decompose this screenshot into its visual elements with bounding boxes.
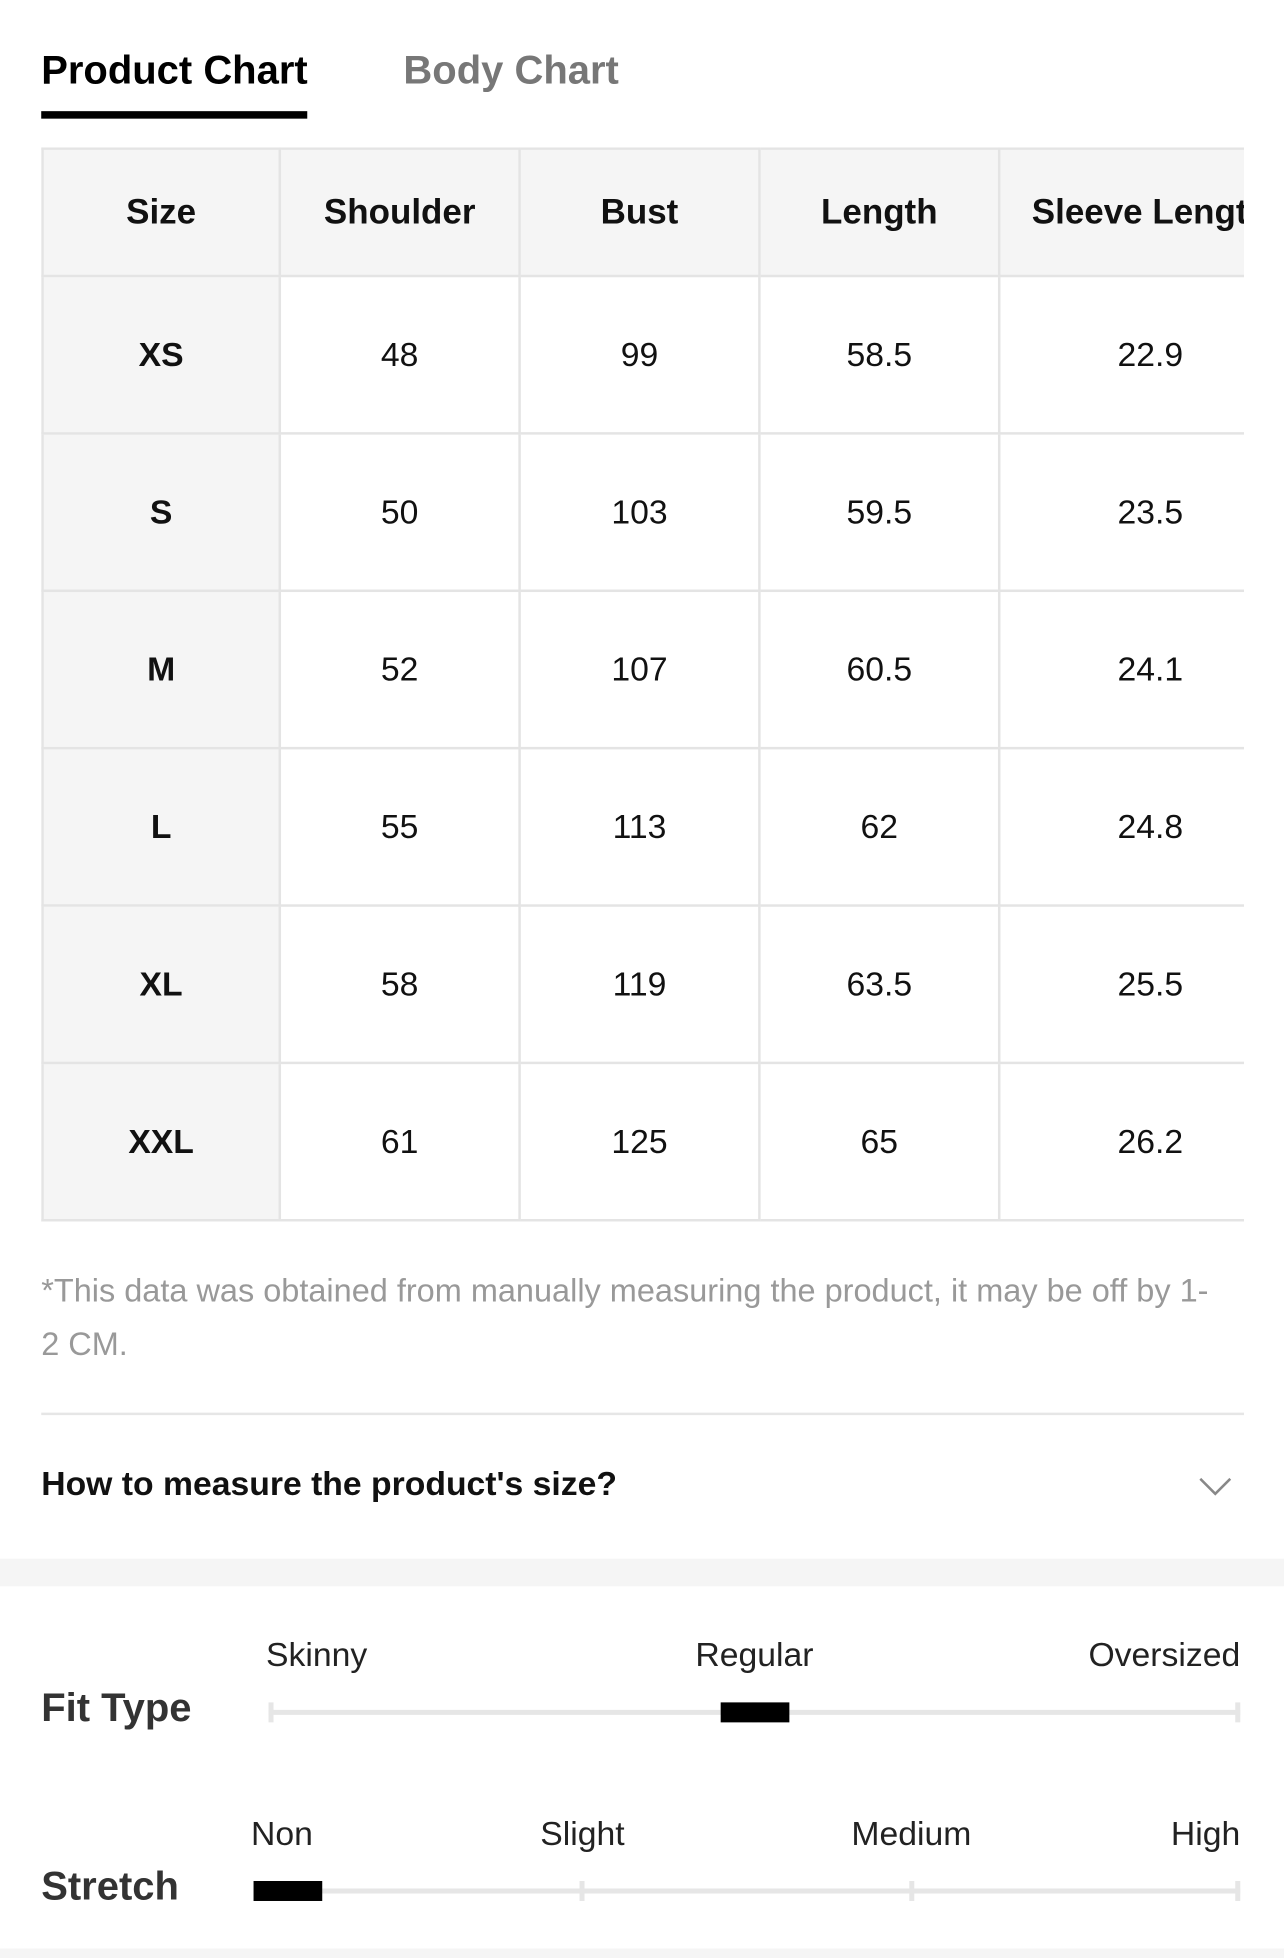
column-header: Sleeve Length — [997, 147, 1245, 278]
value-cell: 24.1 — [997, 589, 1245, 750]
section-gap — [0, 1558, 1284, 1587]
scale-option: Non — [251, 1814, 313, 1853]
value-cell: 23.5 — [997, 432, 1245, 593]
tab[interactable]: Body Chart — [403, 47, 619, 93]
table-row: L 55 113 62 24.8 — [41, 746, 1245, 907]
table-row: XL 58 119 63.5 25.5 — [41, 904, 1245, 1065]
scale-tick — [908, 1880, 914, 1901]
scale-tick — [579, 1880, 585, 1901]
scale-indicator — [253, 1880, 323, 1901]
value-cell: 125 — [518, 1061, 761, 1222]
scale-tick — [1235, 1880, 1241, 1901]
tab-underline — [41, 111, 308, 119]
value-cell: 52 — [278, 589, 521, 750]
column-header: Shoulder — [278, 147, 521, 278]
table-row: XXL 61 125 65 26.2 — [41, 1061, 1245, 1222]
table-row: XS 48 99 58.5 22.9 — [41, 274, 1245, 435]
value-cell: 55 — [278, 746, 521, 907]
table-row: M 52 107 60.5 24.1 — [41, 589, 1245, 750]
value-cell: 113 — [518, 746, 761, 907]
chevron[interactable] — [1197, 1474, 1234, 1499]
value-cell: 58 — [278, 904, 521, 1065]
value-cell: 65 — [758, 1061, 1001, 1222]
scale-label: Stretch — [41, 1863, 179, 1909]
divider — [41, 1412, 1245, 1416]
scale-tick — [1235, 1702, 1241, 1723]
scale-option: Regular — [695, 1636, 814, 1674]
scale-tick — [268, 1702, 274, 1723]
scale-option: Skinny — [266, 1636, 368, 1674]
scale-label: Fit Type — [41, 1684, 192, 1730]
section-gap — [0, 1948, 1284, 1958]
value-cell: 25.5 — [997, 904, 1245, 1065]
size-cell: L — [41, 746, 282, 907]
value-cell: 103 — [518, 432, 761, 593]
value-cell: 50 — [278, 432, 521, 593]
scale-option: Oversized — [1088, 1636, 1241, 1674]
value-cell: 59.5 — [758, 432, 1001, 593]
size-cell: XL — [41, 904, 282, 1065]
size-cell: XXL — [41, 1061, 282, 1222]
value-cell: 60.5 — [758, 589, 1001, 750]
column-header: Bust — [518, 147, 761, 278]
size-cell: S — [41, 432, 282, 593]
column-header: Size — [41, 147, 282, 278]
question-toggle[interactable]: How to measure the product's size? — [41, 1465, 618, 1503]
scale-indicator — [720, 1702, 789, 1723]
note: *This data was obtained from manually me… — [41, 1271, 1209, 1363]
value-cell: 107 — [518, 589, 761, 750]
scale-option: High — [1170, 1814, 1241, 1853]
table-row: S 50 103 59.5 23.5 — [41, 432, 1245, 593]
size-cell: M — [41, 589, 282, 750]
scale-track — [253, 1888, 1241, 1894]
value-cell: 62 — [758, 746, 1001, 907]
value-cell: 99 — [518, 274, 761, 435]
scale-option: Medium — [851, 1814, 972, 1853]
value-cell: 61 — [278, 1061, 521, 1222]
value-cell: 24.8 — [997, 746, 1245, 907]
scale-option: Slight — [540, 1814, 625, 1853]
value-cell: 22.9 — [997, 274, 1245, 435]
value-cell: 63.5 — [758, 904, 1001, 1065]
value-cell: 26.2 — [997, 1061, 1245, 1222]
value-cell: 58.5 — [758, 274, 1001, 435]
tab[interactable]: Product Chart — [41, 47, 308, 93]
size-cell: XS — [41, 274, 282, 435]
column-header: Length — [758, 147, 1001, 278]
value-cell: 119 — [518, 904, 761, 1065]
value-cell: 48 — [278, 274, 521, 435]
